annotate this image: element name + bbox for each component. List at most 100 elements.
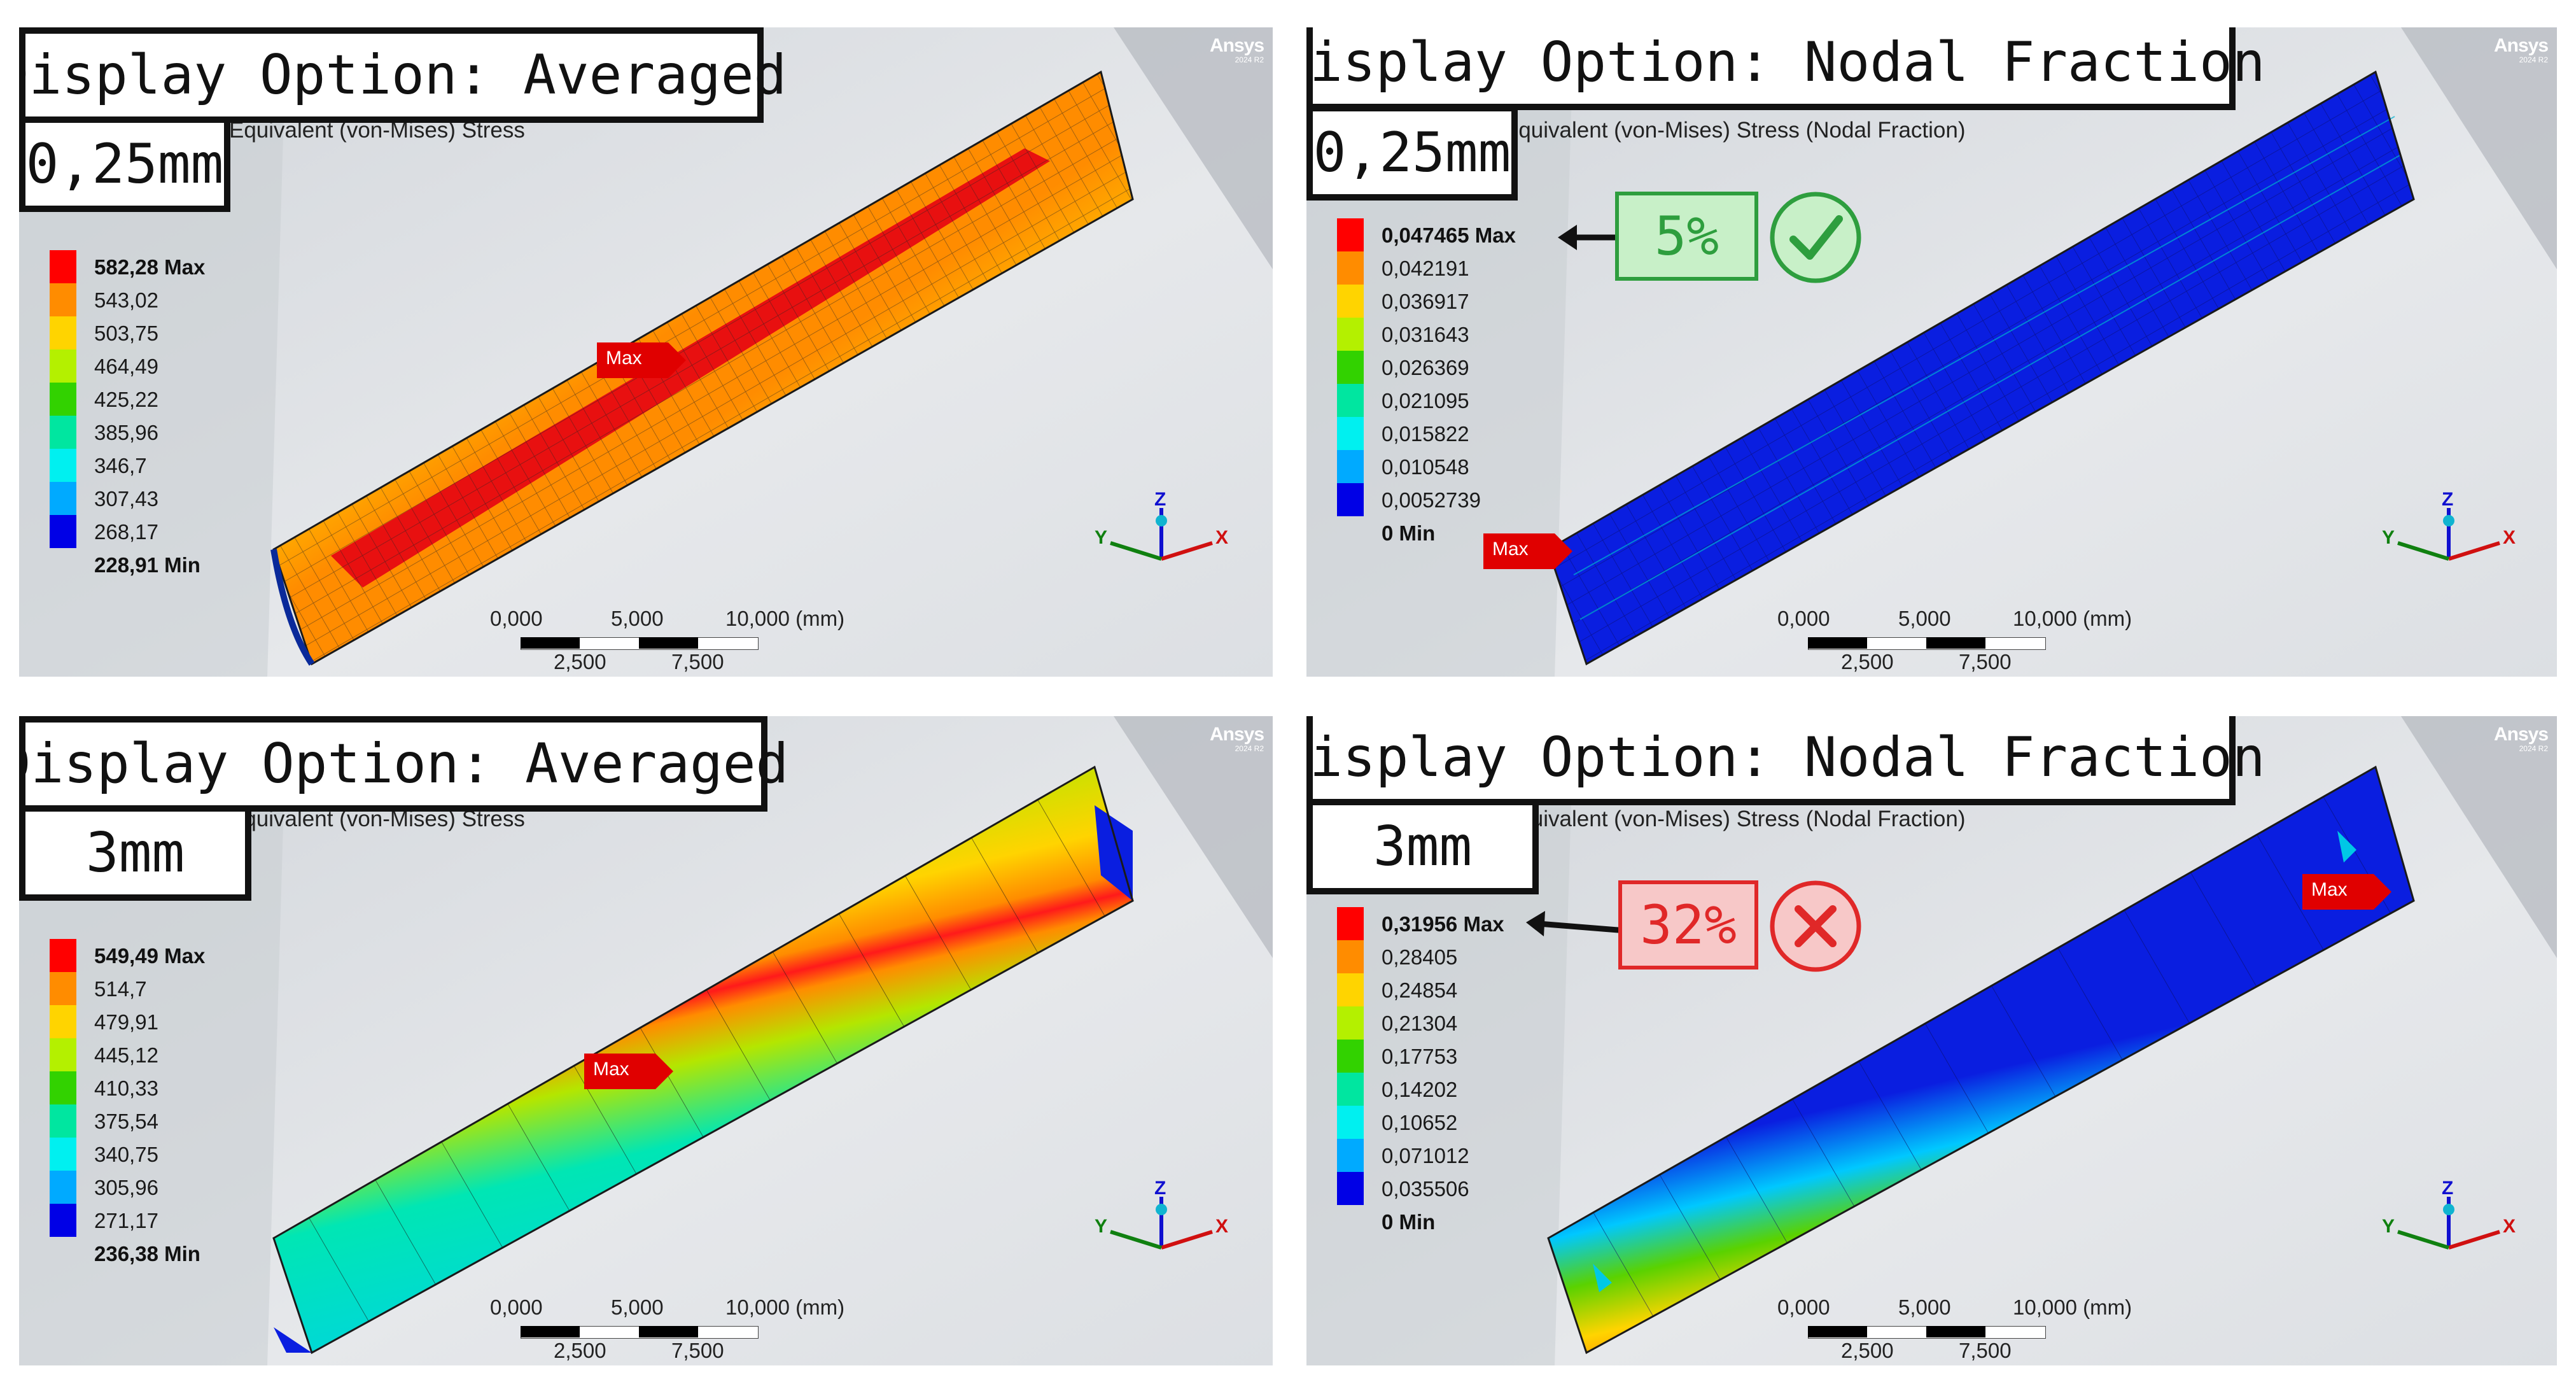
legend-swatch	[50, 515, 76, 548]
legend-swatch	[1337, 218, 1364, 251]
max-probe-tag: Max	[1483, 533, 1572, 569]
legend-swatch	[50, 316, 76, 349]
legend-swatch	[50, 283, 76, 316]
legend-swatch	[1337, 940, 1364, 973]
panel-nodal-025: Ansys 2024 R2 Equivalent (von-Mises) Str…	[1306, 27, 2557, 677]
legend-swatch	[1337, 450, 1364, 483]
element-size-label: 3mm	[19, 805, 251, 901]
legend-swatch	[50, 1005, 76, 1038]
cross-icon	[1770, 880, 1861, 972]
legend-swatch	[1337, 973, 1364, 1006]
legend-max: 582,28 Max	[94, 255, 206, 279]
legend-swatch	[1337, 285, 1364, 318]
legend-swatch	[1337, 1006, 1364, 1040]
legend-swatch	[1337, 351, 1364, 384]
legend-swatch	[50, 449, 76, 482]
legend-min: 0 Min	[1382, 521, 1436, 545]
legend-value: 0,021095	[1382, 389, 1469, 412]
viewport-background	[19, 27, 1273, 677]
legend-value: 445,12	[94, 1043, 158, 1067]
ansys-logo: Ansys 2024 R2	[1209, 724, 1264, 754]
legend-min: 0 Min	[1382, 1210, 1436, 1234]
legend-swatch	[1337, 384, 1364, 417]
legend-value: 0,24854	[1382, 978, 1458, 1002]
legend-value: 340,75	[94, 1143, 158, 1166]
legend-value: 410,33	[94, 1076, 158, 1100]
panel-nodal-3: Ansys 2024 R2 Equivalent (von-Mises) Str…	[1306, 716, 2557, 1365]
legend-swatch	[1337, 1106, 1364, 1139]
legend-value: 0,28405	[1382, 945, 1458, 969]
legend-swatch	[1337, 318, 1364, 351]
display-option-label: Display Option: Averaged	[19, 716, 788, 812]
legend-swatch	[50, 1071, 76, 1104]
legend-swatch	[50, 416, 76, 449]
error-percent-badge: 32%	[1618, 880, 1758, 970]
legend-value: 479,91	[94, 1010, 158, 1034]
legend-value: 514,7	[94, 977, 147, 1001]
legend-value: 0,035506	[1382, 1177, 1469, 1201]
legend-value: 0,071012	[1382, 1144, 1469, 1167]
scale-bar: 0,000 5,000 10,000 (mm) 2,500 7,500	[490, 607, 845, 673]
legend-value: 385,96	[94, 421, 158, 444]
legend-value: 305,96	[94, 1176, 158, 1199]
legend-value: 268,17	[94, 520, 158, 544]
legend-swatch	[1337, 1172, 1364, 1205]
legend-value: 346,7	[94, 454, 147, 477]
legend-swatch	[50, 1104, 76, 1138]
legend-swatch	[50, 1204, 76, 1237]
display-option-label: Display Option: Nodal Fraction	[1306, 27, 2265, 110]
legend-min: 228,91 Min	[94, 553, 200, 577]
max-probe-tag: Max	[597, 342, 686, 378]
legend-value: 0,010548	[1382, 455, 1469, 479]
legend-value: 0,015822	[1382, 422, 1469, 446]
ansys-logo: Ansys 2024 R2	[1209, 35, 1264, 65]
legend-swatch	[50, 939, 76, 972]
error-percent-badge: 5%	[1615, 192, 1758, 281]
scale-bar: 0,000 5,000 10,000 (mm) 2,500 7,500	[1777, 1295, 2132, 1362]
scale-bar: 0,000 5,000 10,000 (mm) 2,500 7,500	[1777, 607, 2132, 673]
legend-value: 375,54	[94, 1110, 158, 1133]
scale-bar: 0,000 5,000 10,000 (mm) 2,500 7,500	[490, 1295, 845, 1362]
legend-swatch	[1337, 1040, 1364, 1073]
element-size-label: 0,25mm	[1306, 105, 1518, 201]
legend-value: 0,21304	[1382, 1012, 1458, 1035]
element-size-label: 3mm	[1306, 799, 1539, 894]
coordinate-triad: Z X Y	[2376, 1178, 2522, 1273]
legend-swatch	[1337, 1073, 1364, 1106]
legend-swatch	[50, 1138, 76, 1171]
legend-swatch	[50, 349, 76, 383]
viewport-background	[19, 716, 1273, 1365]
legend-swatch	[50, 383, 76, 416]
coordinate-triad: Z X Y	[1088, 489, 1235, 584]
element-size-label: 0,25mm	[19, 116, 230, 212]
display-option-label: Display Option: Nodal Fraction	[1306, 716, 2265, 805]
legend-swatch	[1337, 417, 1364, 450]
legend-swatch	[1337, 483, 1364, 516]
display-option-label: Display Option: Averaged	[19, 27, 787, 123]
ansys-logo: Ansys 2024 R2	[2493, 724, 2549, 754]
panel-averaged-3: Ansys 2024 R2 Equivalent (von-Mises) Str…	[19, 716, 1273, 1365]
legend-value: 503,75	[94, 321, 158, 345]
max-probe-tag: Max	[2302, 874, 2391, 910]
legend-swatch	[50, 972, 76, 1005]
legend-value: 543,02	[94, 288, 158, 312]
coordinate-triad: Z X Y	[2376, 489, 2522, 584]
legend-value: 307,43	[94, 487, 158, 511]
coordinate-triad: Z X Y	[1088, 1178, 1235, 1273]
legend-value: 0,14202	[1382, 1078, 1458, 1101]
legend-value: 425,22	[94, 388, 158, 411]
legend-swatch	[50, 250, 76, 283]
legend-value: 0,042191	[1382, 257, 1469, 280]
legend-swatch	[50, 1171, 76, 1204]
ansys-logo: Ansys 2024 R2	[2493, 35, 2549, 65]
legend-value: 0,10652	[1382, 1111, 1458, 1134]
legend-swatch	[50, 482, 76, 515]
result-title: Equivalent (von-Mises) Stress (Nodal Fra…	[1504, 807, 1966, 831]
legend-min: 236,38 Min	[94, 1242, 200, 1266]
legend-max: 0,31956 Max	[1382, 912, 1504, 936]
legend-swatch	[1337, 251, 1364, 285]
legend-max: 549,49 Max	[94, 944, 206, 968]
legend-value: 0,031643	[1382, 323, 1469, 346]
legend-value: 271,17	[94, 1209, 158, 1232]
legend-value: 0,036917	[1382, 290, 1469, 313]
